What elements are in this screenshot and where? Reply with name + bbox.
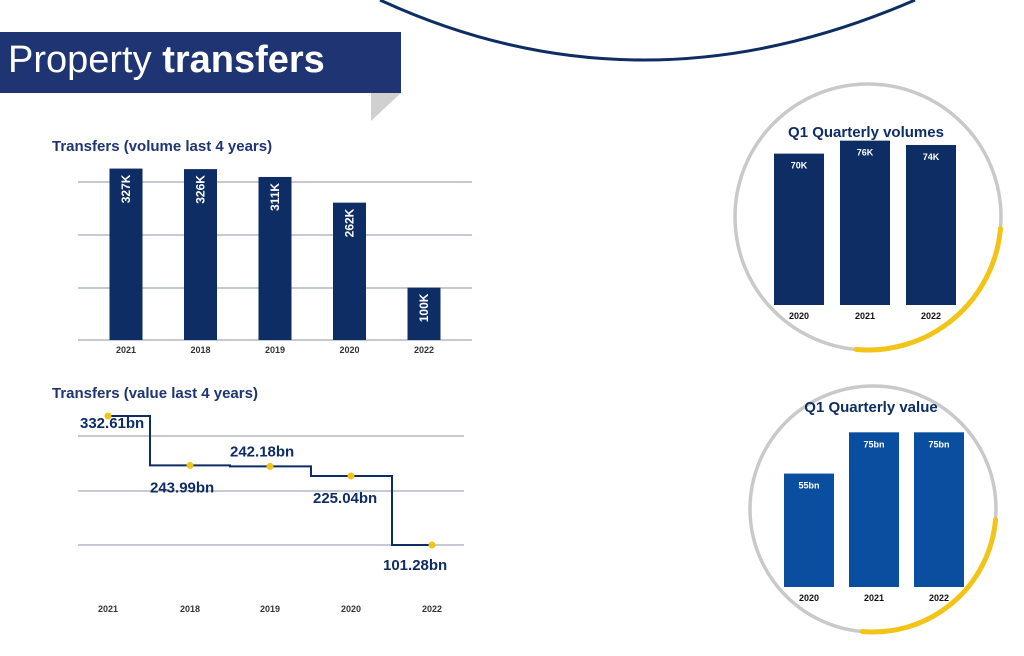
- volume-bar: [333, 202, 366, 340]
- volume-x-tick: 2022: [414, 345, 434, 355]
- q1-value-bar: [914, 432, 964, 587]
- volume-x-tick: 2020: [339, 345, 359, 355]
- q1-volumes-chart: Q1 Quarterly volumes 70K 2020 76K 2021 74K 202…: [733, 82, 1003, 353]
- q1-volumes-title: Q1 Quarterly volumes: [788, 124, 944, 141]
- q1-value-title: Q1 Quarterly value: [804, 399, 937, 416]
- q1-volumes-bar: [840, 140, 890, 305]
- volume-bar-label: 262K: [343, 208, 357, 237]
- q1-value-bar-label: 75bn: [863, 439, 884, 449]
- value-data-label: 101.28bn: [383, 557, 447, 574]
- value-point: [347, 472, 355, 480]
- volume-bar-label: 326K: [194, 175, 208, 204]
- value-x-tick: 2021: [98, 604, 118, 614]
- q1-value-x-tick: 2021: [864, 593, 884, 603]
- value-data-label: 332.61bn: [80, 415, 144, 432]
- value-point: [428, 541, 436, 549]
- value-x-tick: 2020: [341, 604, 361, 614]
- value-data-label: 242.18bn: [230, 443, 294, 460]
- page-title-regular: Property: [8, 39, 152, 81]
- value-data-label: 243.99bn: [150, 479, 214, 496]
- q1-value-chart: Q1 Quarterly value 55bn 2020 75bn 2021 75bn 20…: [748, 384, 999, 635]
- value-chart-title: Transfers (value last 4 years): [52, 385, 258, 402]
- volume-chart: 327K 2021 326K 2018 311K 2019 262K 2020 100K 2022: [78, 168, 472, 355]
- q1-value-bar: [849, 432, 899, 587]
- q1-value-x-tick: 2022: [929, 593, 949, 603]
- q1-value-bar-label: 55bn: [798, 481, 819, 491]
- volume-x-tick: 2018: [190, 345, 210, 355]
- volume-x-tick: 2021: [116, 345, 136, 355]
- q1-value-bar: [784, 473, 834, 587]
- value-x-tick: 2018: [180, 604, 200, 614]
- q1-volumes-x-tick: 2022: [921, 311, 941, 321]
- volume-bar: [258, 176, 292, 340]
- value-point: [186, 461, 194, 469]
- title-band: [0, 32, 401, 93]
- volume-bar-label: 327K: [119, 174, 133, 203]
- value-x-tick: 2019: [260, 604, 280, 614]
- title-band-fold: [371, 93, 401, 121]
- q1-volumes-x-tick: 2020: [789, 311, 809, 321]
- q1-volumes-bar-label: 70K: [791, 161, 808, 171]
- volume-bar: [184, 169, 217, 340]
- q1-volumes-bar-label: 74K: [923, 152, 940, 162]
- decorative-arc: [379, 0, 916, 62]
- value-data-label: 225.04bn: [313, 490, 377, 507]
- q1-value-accent-arc: [859, 517, 999, 635]
- volume-chart-title: Transfers (volume last 4 years): [52, 138, 273, 155]
- page-title-bold: transfers: [162, 39, 325, 81]
- volume-bar-label: 100K: [417, 293, 431, 322]
- value-point: [266, 462, 274, 470]
- volume-bar-label: 311K: [268, 183, 282, 211]
- value-x-tick: 2022: [422, 604, 442, 614]
- q1-volumes-x-tick: 2021: [855, 311, 875, 321]
- page-title: Property transfers: [8, 38, 325, 82]
- q1-volumes-bar: [774, 153, 824, 305]
- volume-bar: [407, 287, 441, 340]
- q1-value-bar-label: 75bn: [928, 439, 949, 449]
- q1-volumes-bar-label: 76K: [857, 148, 874, 158]
- volume-bar: [109, 168, 143, 340]
- q1-value-x-tick: 2020: [799, 593, 819, 603]
- volume-x-tick: 2019: [265, 345, 285, 355]
- q1-volumes-bar: [906, 144, 956, 305]
- value-point: [104, 412, 112, 420]
- value-chart: 332.61bn 2021 243.99bn 2018 242.18bn 2019 225.…: [78, 412, 464, 614]
- q1-volumes-accent-arc: [853, 226, 1003, 353]
